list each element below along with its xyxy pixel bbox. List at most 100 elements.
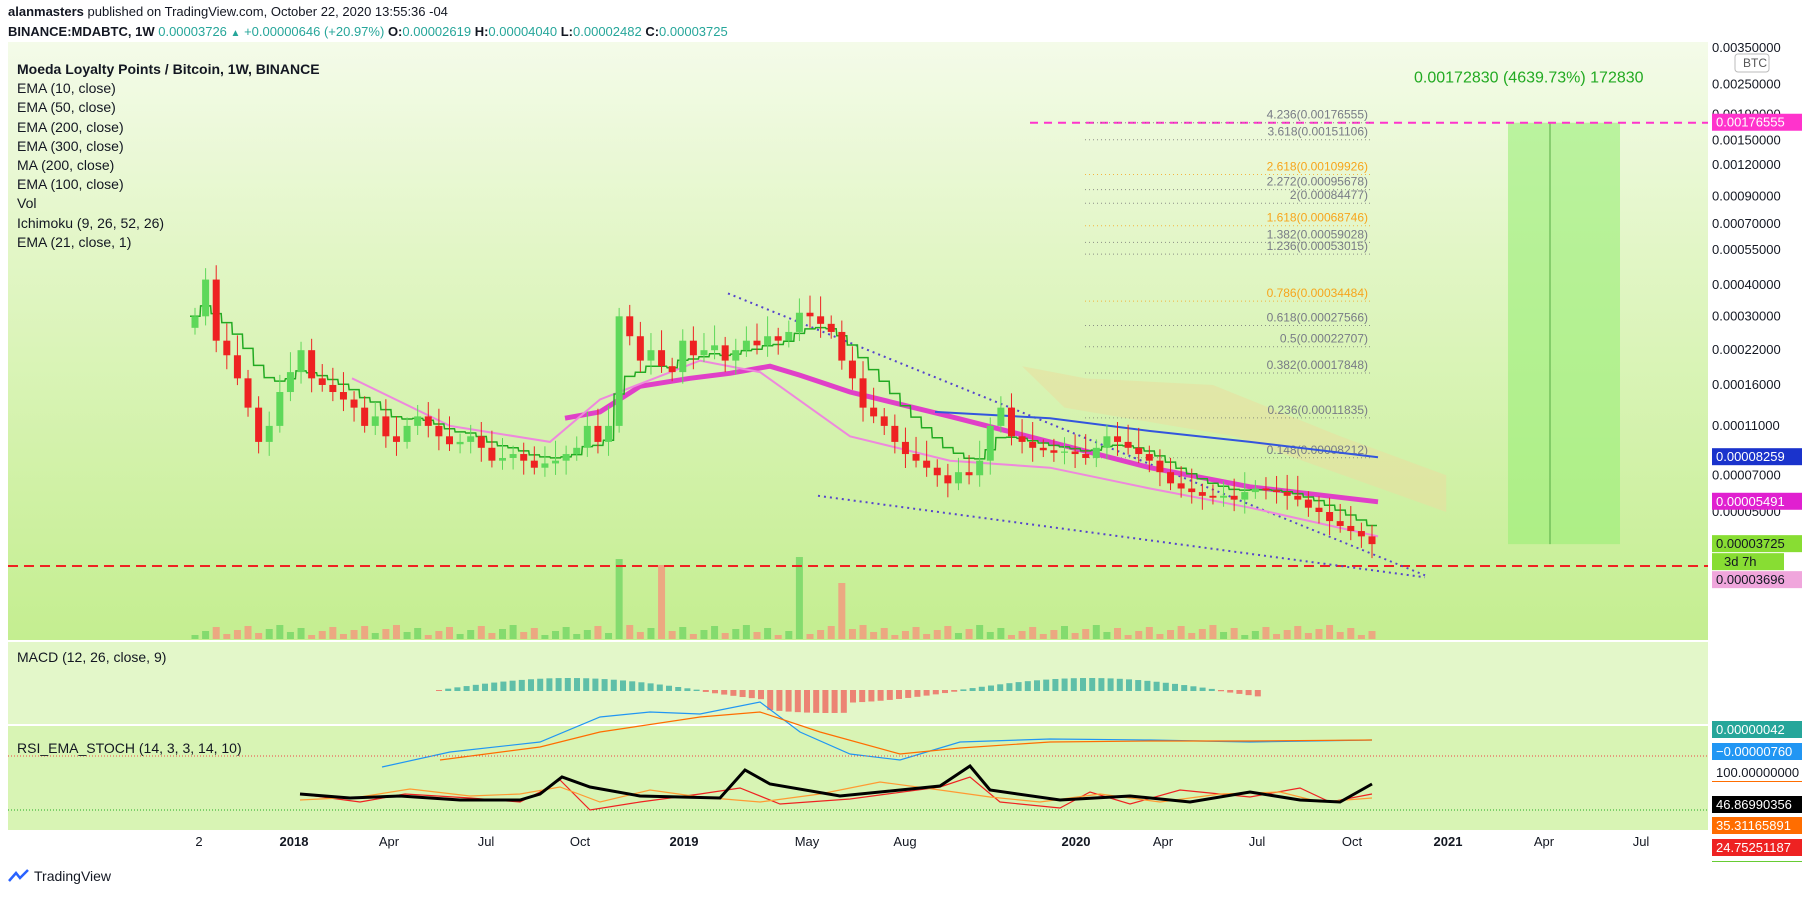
author-name[interactable]: alanmasters [8, 4, 84, 19]
volume-bar [1145, 627, 1153, 639]
time-tick-label: Aug [893, 834, 916, 849]
volume-bar [541, 635, 549, 639]
candle-body [1007, 407, 1015, 437]
volume-bar [1039, 634, 1047, 639]
measure-box [1508, 122, 1620, 545]
volume-bar [1124, 635, 1132, 639]
volume-bar [1082, 629, 1090, 639]
currency-badge: BTC [1743, 56, 1767, 70]
time-tick-label: Apr [1534, 834, 1555, 849]
rsi-tag-label: 100.00000000 [1716, 765, 1799, 780]
legend-vol[interactable]: Vol [17, 195, 37, 212]
open-label: O: [387, 24, 403, 39]
macd-hist-bar [610, 679, 617, 691]
fib-label: 2(0.00084477) [1290, 188, 1368, 202]
volume-bar [912, 627, 920, 639]
ichimoku-cloud [1022, 366, 1447, 512]
legend-ema300[interactable]: EMA (300, close) [17, 137, 124, 154]
macd-hist-bar [1080, 678, 1086, 691]
volume-bar [286, 632, 294, 639]
candle-body [1283, 492, 1291, 496]
macd-hist-bar [601, 679, 608, 691]
chart-title[interactable]: Moeda Loyalty Points / Bitcoin, 1W, BINA… [17, 61, 320, 77]
price-tag-box [1712, 553, 1784, 571]
volume-bar [276, 625, 284, 639]
candle-body [785, 331, 793, 341]
volume-bar [583, 630, 591, 639]
macd-hist-bar [1254, 690, 1261, 697]
candle-body [414, 416, 422, 426]
macd-hist-bar [1107, 678, 1114, 691]
macd-hist-bar [1006, 683, 1013, 691]
legend-ema200[interactable]: EMA (200, close) [17, 118, 124, 135]
macd-hist-bar [482, 683, 488, 691]
currency-badge-box [1734, 53, 1770, 73]
price-chart[interactable]: 0.00172830 (4639.73%) 172830 4.236(0.001… [0, 42, 1816, 862]
macd-label[interactable]: MACD (12, 26, close, 9) [17, 649, 167, 665]
macd-hist-bar [436, 690, 442, 691]
macd-hist-bar [914, 690, 921, 697]
macd-hist-bar [942, 690, 948, 694]
footer-brand[interactable]: TradingView [8, 868, 111, 884]
macd-hist-bar [951, 690, 958, 692]
macd-hist-bar [1190, 686, 1197, 691]
macd-hist-bar [528, 679, 534, 691]
fib-label: 4.236(0.00176555) [1267, 108, 1368, 122]
volume-bar [191, 635, 199, 639]
candle-body [605, 425, 613, 442]
candle-body [838, 331, 846, 361]
volume-bar [1262, 627, 1270, 639]
candle-body [223, 340, 231, 356]
macd-hist-bar [877, 690, 884, 701]
fib-label: 2.618(0.00109926) [1267, 159, 1368, 173]
macd-hist-bar [500, 681, 507, 691]
price-axis-bg [1708, 42, 1816, 842]
candle-body [297, 350, 305, 373]
legend-ichimoku[interactable]: Ichimoku (9, 26, 52, 26) [17, 214, 165, 231]
macd-hist-bar [1236, 690, 1243, 694]
candle-body [848, 360, 856, 379]
macd-hist-bar [1181, 685, 1188, 691]
candle-body [689, 340, 697, 356]
macd-hist-bar [813, 690, 820, 713]
volume-bar [1220, 632, 1228, 639]
signal-line [439, 711, 1373, 761]
candle-body [1326, 512, 1334, 522]
legend-ema21[interactable]: EMA (21, close, 1) [17, 233, 132, 250]
volume-bar [1198, 629, 1206, 639]
volume-bar [1071, 633, 1079, 639]
volume-bar [202, 631, 210, 639]
candle-body [552, 460, 560, 464]
rsi-label[interactable]: RSI_EMA_STOCH (14, 3, 3, 14, 10) [17, 740, 242, 756]
candle-body [1262, 488, 1270, 491]
candle-body [668, 366, 676, 373]
volume-bar [339, 634, 347, 639]
macd-hist-bar [960, 689, 967, 691]
volume-bar [552, 631, 560, 639]
legend-ema10[interactable]: EMA (10, close) [17, 80, 116, 97]
legend-ema50[interactable]: EMA (50, close) [17, 99, 116, 116]
macd-hist-bar [463, 686, 470, 691]
volume-bar [435, 631, 443, 639]
volume-bar [976, 625, 984, 639]
rsi-tag-box [1712, 796, 1802, 813]
price-tick-label: 0.00120000 [1712, 157, 1781, 172]
volume-bar [414, 628, 422, 639]
fib-label: 1.236(0.00053015) [1267, 239, 1368, 253]
candle-body [679, 340, 687, 373]
volume-bar [870, 632, 878, 639]
close-value: 0.00003725 [659, 24, 728, 39]
candle-body [403, 425, 411, 442]
volume-bar [933, 630, 941, 639]
rsi-pane-bg [8, 726, 1708, 830]
macd-hist-bar [656, 684, 663, 691]
fib-label: 2.272(0.00095678) [1267, 175, 1368, 189]
legend-ema100[interactable]: EMA (100, close) [17, 176, 124, 193]
candle-body [339, 392, 347, 400]
candle-body [329, 384, 337, 393]
candle-body [499, 457, 507, 461]
macd-hist-bar [555, 678, 562, 691]
candle-body [795, 312, 803, 332]
legend-ma200[interactable]: MA (200, close) [17, 157, 115, 174]
volume-bar [1156, 634, 1164, 639]
